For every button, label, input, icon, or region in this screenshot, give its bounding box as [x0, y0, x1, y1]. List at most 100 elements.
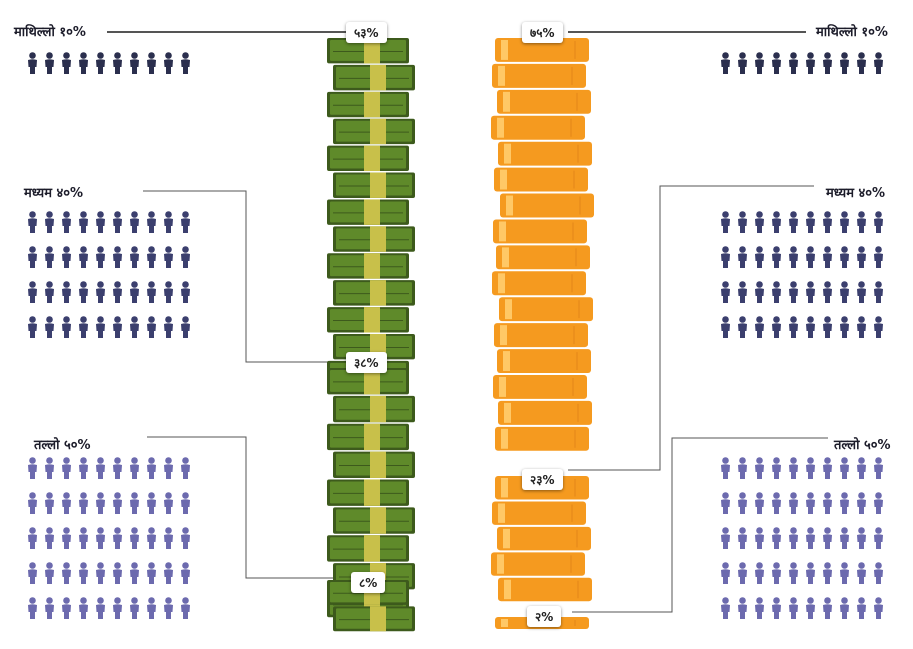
person-icon: [823, 562, 832, 584]
person-icon: [28, 527, 37, 549]
person-icon: [79, 281, 88, 303]
person-icon: [79, 527, 88, 549]
person-icon: [721, 246, 730, 268]
money-bundle: [333, 64, 415, 91]
person-icon: [181, 211, 190, 233]
person-icon: [113, 211, 122, 233]
person-icon: [130, 246, 139, 268]
person-icon: [840, 562, 849, 584]
gold-bar: [495, 38, 589, 62]
person-icon: [62, 281, 71, 303]
left-bottom-group-label: तल्लो ५०%: [34, 438, 91, 453]
person-icon: [789, 492, 798, 514]
person-icon: [79, 246, 88, 268]
person-icon: [738, 211, 747, 233]
person-icon: [806, 457, 815, 479]
person-icon: [874, 562, 883, 584]
person-icon: [45, 281, 54, 303]
person-icon: [789, 246, 798, 268]
person-icon: [840, 492, 849, 514]
money-bundle: [333, 451, 415, 478]
person-icon: [789, 211, 798, 233]
person-icon: [181, 562, 190, 584]
person-icon: [772, 527, 781, 549]
person-icon: [45, 527, 54, 549]
person-icon: [755, 492, 764, 514]
person-icon: [823, 281, 832, 303]
money-bundle: [333, 172, 415, 198]
person-icon: [738, 527, 747, 549]
person-icon: [96, 527, 105, 549]
person-icon: [806, 527, 815, 549]
person-icon: [721, 527, 730, 549]
person-icon: [806, 597, 815, 619]
money-bundle: [333, 226, 415, 252]
person-icon: [79, 211, 88, 233]
person-icon: [96, 492, 105, 514]
person-icon: [772, 281, 781, 303]
person-icon: [840, 527, 849, 549]
person-icon: [130, 457, 139, 479]
person-icon: [45, 316, 54, 338]
person-icon: [62, 246, 71, 268]
person-icon: [738, 562, 747, 584]
gold-bar: [497, 89, 591, 114]
person-icon: [772, 457, 781, 479]
person-icon: [130, 211, 139, 233]
person-icon: [874, 281, 883, 303]
connector-line: [568, 185, 814, 471]
person-icon: [45, 597, 54, 619]
person-icon: [721, 492, 730, 514]
gold-middle-value-label: २३%: [522, 469, 563, 490]
right-bottom-people-grid: [717, 457, 887, 619]
person-icon: [806, 246, 815, 268]
person-icon: [96, 597, 105, 619]
person-icon: [113, 316, 122, 338]
person-icon: [874, 492, 883, 514]
person-icon: [79, 457, 88, 479]
person-icon: [772, 316, 781, 338]
money-bottom-value-label: ८%: [351, 572, 386, 593]
person-icon: [721, 316, 730, 338]
money-bundle: [327, 38, 409, 64]
connector-line: [572, 437, 828, 613]
person-icon: [181, 246, 190, 268]
money-bundle: [327, 479, 409, 506]
person-icon: [113, 562, 122, 584]
person-icon: [857, 246, 866, 268]
person-icon: [147, 246, 156, 268]
person-icon: [62, 597, 71, 619]
person-icon: [874, 527, 883, 549]
person-icon: [147, 492, 156, 514]
person-icon: [96, 246, 105, 268]
person-icon: [738, 457, 747, 479]
person-icon: [772, 52, 781, 74]
gold-bottom-value-label: २%: [527, 606, 562, 627]
person-icon: [164, 562, 173, 584]
money-bundle: [327, 253, 409, 279]
person-icon: [857, 52, 866, 74]
person-icon: [164, 52, 173, 74]
left-bottom-people-grid: [24, 457, 194, 619]
money-bundle: [327, 145, 409, 172]
money-bundle: [327, 368, 409, 395]
person-icon: [62, 562, 71, 584]
person-icon: [164, 527, 173, 549]
gold-bar: [492, 63, 586, 88]
person-icon: [28, 52, 37, 74]
person-icon: [789, 52, 798, 74]
person-icon: [130, 492, 139, 514]
money-bundle: [327, 535, 409, 562]
person-icon: [789, 597, 798, 619]
person-icon: [874, 211, 883, 233]
person-icon: [857, 492, 866, 514]
person-icon: [130, 562, 139, 584]
gold-bar: [491, 115, 585, 140]
person-icon: [79, 597, 88, 619]
gold-bar: [493, 374, 587, 399]
person-icon: [721, 562, 730, 584]
person-icon: [147, 457, 156, 479]
